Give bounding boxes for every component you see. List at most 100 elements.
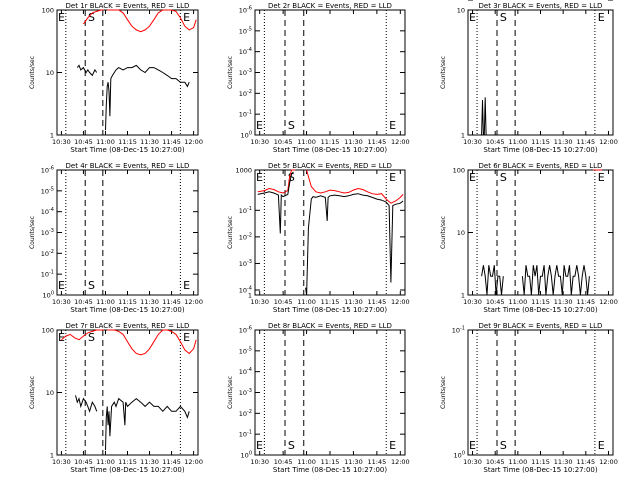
marker-S: S	[500, 11, 507, 24]
y-tick-label: 10	[457, 229, 465, 237]
x-tick-label: 11:15	[531, 298, 550, 306]
plot-frame	[467, 9, 614, 136]
y-tick-label: 100	[42, 327, 54, 335]
y-tick-label: 10-6	[41, 166, 54, 175]
plot-frame	[467, 329, 614, 456]
y-tick-label: 10-4	[239, 367, 252, 376]
plot-frame	[56, 9, 199, 136]
marker-first-E: E	[256, 171, 263, 184]
y-tick-label: 10-4	[239, 47, 252, 56]
x-tick-label: 11:30	[344, 458, 363, 466]
panel-title: Det 9r BLACK = Events, RED = LLD	[479, 322, 603, 330]
x-tick-label: 11:30	[554, 138, 573, 146]
y-tick-label: 10	[457, 7, 465, 15]
x-tick-label: 10:45	[274, 298, 293, 306]
panel-det-1r: Det 1r BLACK = Events, RED = LLD Start Ti…	[29, 2, 203, 154]
x-tick-label: 10:45	[274, 138, 293, 146]
x-axis-label: Start Time (08-Dec-15 10:27:00)	[70, 146, 184, 154]
x-tick-label: 11:45	[576, 138, 595, 146]
y-tick-label: 10-2	[239, 89, 252, 98]
x-tick-label: 11:15	[321, 138, 340, 146]
y-tick-label: 100	[241, 451, 252, 460]
y-tick-label: 10-4	[239, 286, 252, 295]
y-tick-label: 100	[43, 291, 54, 300]
y-tick-label: 10-2	[239, 232, 252, 241]
x-tick-label: 11:15	[531, 138, 550, 146]
y-axis-label: Counts/sec	[227, 56, 234, 89]
marker-second-E: E	[389, 171, 396, 184]
series-line-2	[107, 9, 197, 33]
y-tick-label: 100	[453, 167, 465, 175]
x-tick-label: 11:15	[118, 138, 137, 146]
x-tick-label: 11:45	[576, 298, 595, 306]
panel-det-2r: Det 2r BLACK = Events, RED = LLD Start Ti…	[227, 2, 410, 154]
plot-frame	[254, 9, 406, 136]
y-tick-label: 10-2	[41, 249, 54, 258]
y-tick-label: 1	[50, 452, 54, 460]
x-tick-label: 11:15	[531, 458, 550, 466]
panel-title: Det 6r BLACK = Events, RED = LLD	[479, 162, 603, 170]
y-axis-label: Counts/sec	[440, 216, 447, 249]
marker-first-E: E	[469, 171, 476, 184]
x-tick-label: 10:30	[463, 298, 482, 306]
x-tick-label: 11:45	[162, 298, 181, 306]
plot-frame	[56, 329, 199, 456]
x-tick-label: 10:30	[52, 298, 71, 306]
marker-second-E: E	[389, 439, 396, 452]
x-axis-label: Start Time (08-Dec-15 10:27:00)	[273, 146, 387, 154]
y-axis-label: Counts/sec	[227, 216, 234, 249]
x-tick-label: 10:45	[74, 298, 93, 306]
y-tick-label: 10	[46, 69, 54, 77]
x-tick-label: 11:00	[508, 138, 527, 146]
marker-second-E: E	[183, 331, 190, 344]
marker-S: S	[88, 11, 95, 24]
marker-first-E: E	[469, 439, 476, 452]
panel-title: Det 4r BLACK = Events, RED = LLD	[66, 162, 190, 170]
y-tick-label: 10-6	[239, 6, 252, 15]
series-line-3	[257, 171, 294, 234]
x-tick-label: 11:00	[297, 458, 316, 466]
x-tick-label: 11:00	[508, 458, 527, 466]
panel-det-4r: Det 4r BLACK = Events, RED = LLD Start Ti…	[29, 162, 203, 314]
y-tick-label: 10-5	[239, 346, 252, 355]
y-tick-label: 100	[454, 451, 465, 460]
x-tick-label: 11:30	[344, 138, 363, 146]
marker-S: S	[288, 171, 295, 184]
y-tick-label: 100	[42, 7, 54, 15]
y-axis-label: Counts/sec	[29, 56, 36, 89]
marker-second-E: E	[183, 279, 190, 292]
plot-frame	[254, 169, 406, 296]
x-tick-label: 12:00	[599, 298, 618, 306]
x-axis-label: Start Time (08-Dec-15 10:27:00)	[483, 466, 597, 474]
marker-first-E: E	[58, 11, 65, 24]
x-tick-label: 12:00	[184, 298, 203, 306]
y-tick-label: 10-2	[239, 409, 252, 418]
y-tick-label: 1	[248, 292, 252, 300]
series-line-4	[305, 193, 404, 296]
x-tick-label: 11:00	[297, 138, 316, 146]
series-line-4	[105, 397, 190, 451]
y-axis-label: Counts/sec	[440, 376, 447, 409]
marker-first-E: E	[58, 331, 65, 344]
marker-second-E: E	[389, 119, 396, 132]
marker-second-E: E	[598, 11, 605, 24]
x-tick-label: 11:00	[96, 298, 115, 306]
y-tick-label: 10-6	[239, 326, 252, 335]
panel-title: Det 3r BLACK = Events, RED = LLD	[479, 2, 603, 10]
marker-second-E: E	[598, 439, 605, 452]
marker-S: S	[500, 171, 507, 184]
y-axis-label: Counts/sec	[440, 56, 447, 89]
x-tick-label: 10:30	[250, 458, 269, 466]
marker-first-E: E	[58, 279, 65, 292]
x-tick-label: 10:45	[74, 138, 93, 146]
x-tick-label: 10:45	[74, 458, 93, 466]
marker-first-E: E	[469, 11, 476, 24]
y-tick-label: 10-3	[41, 228, 54, 237]
series-line-4	[105, 64, 190, 131]
x-tick-label: 12:00	[184, 138, 203, 146]
x-tick-label: 10:45	[486, 458, 505, 466]
y-tick-label: 10-5	[41, 186, 54, 195]
marker-S: S	[288, 119, 295, 132]
series-line-2	[481, 265, 504, 296]
